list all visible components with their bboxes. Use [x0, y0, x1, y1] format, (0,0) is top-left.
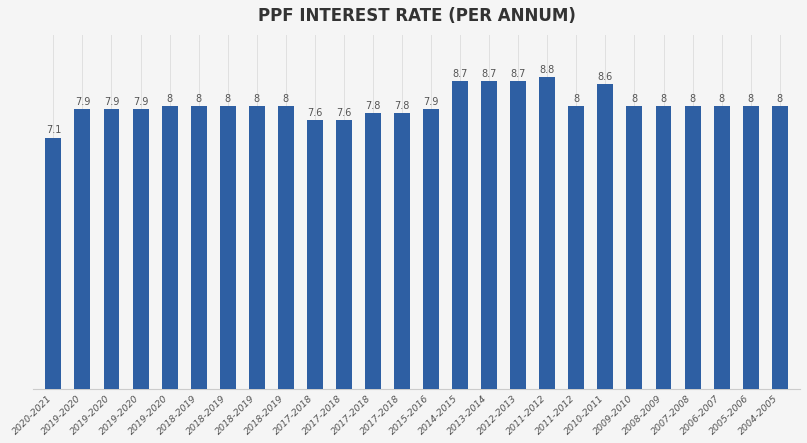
Text: 8: 8 [224, 93, 231, 104]
Bar [568, 106, 584, 389]
Bar [713, 106, 730, 389]
Bar [307, 120, 323, 389]
Bar [510, 81, 526, 389]
Bar [597, 85, 613, 389]
Text: 8.8: 8.8 [540, 65, 555, 75]
Bar [655, 106, 671, 389]
Text: 8: 8 [689, 93, 696, 104]
Text: 8: 8 [282, 93, 289, 104]
Bar [626, 106, 642, 389]
Text: 8.7: 8.7 [482, 69, 497, 79]
Text: 8: 8 [718, 93, 725, 104]
Bar [161, 106, 178, 389]
Text: 7.9: 7.9 [104, 97, 119, 107]
Bar [481, 81, 497, 389]
Text: 8: 8 [747, 93, 754, 104]
Bar [74, 109, 90, 389]
Text: 8: 8 [253, 93, 260, 104]
Text: 8: 8 [631, 93, 638, 104]
Bar [394, 113, 410, 389]
Text: 8: 8 [195, 93, 202, 104]
Bar [45, 138, 61, 389]
Bar [452, 81, 468, 389]
Bar [278, 106, 294, 389]
Text: 7.8: 7.8 [395, 101, 410, 111]
Bar [684, 106, 700, 389]
Bar [103, 109, 119, 389]
Bar [190, 106, 207, 389]
Bar [336, 120, 352, 389]
Text: 8: 8 [573, 93, 579, 104]
Title: PPF INTEREST RATE (PER ANNUM): PPF INTEREST RATE (PER ANNUM) [257, 7, 575, 25]
Text: 8.7: 8.7 [511, 69, 526, 79]
Text: 7.6: 7.6 [337, 108, 352, 118]
Bar [365, 113, 381, 389]
Text: 7.6: 7.6 [307, 108, 323, 118]
Text: 8: 8 [776, 93, 783, 104]
Text: 7.8: 7.8 [366, 101, 381, 111]
Bar [132, 109, 148, 389]
Bar [423, 109, 439, 389]
Bar [771, 106, 788, 389]
Text: 7.9: 7.9 [75, 97, 90, 107]
Bar [249, 106, 265, 389]
Text: 8: 8 [166, 93, 173, 104]
Text: 7.9: 7.9 [133, 97, 148, 107]
Bar [742, 106, 759, 389]
Bar [539, 78, 555, 389]
Bar [220, 106, 236, 389]
Text: 8.7: 8.7 [453, 69, 468, 79]
Text: 8.6: 8.6 [598, 72, 613, 82]
Text: 8: 8 [660, 93, 667, 104]
Text: 7.9: 7.9 [424, 97, 439, 107]
Text: 7.1: 7.1 [46, 125, 61, 136]
